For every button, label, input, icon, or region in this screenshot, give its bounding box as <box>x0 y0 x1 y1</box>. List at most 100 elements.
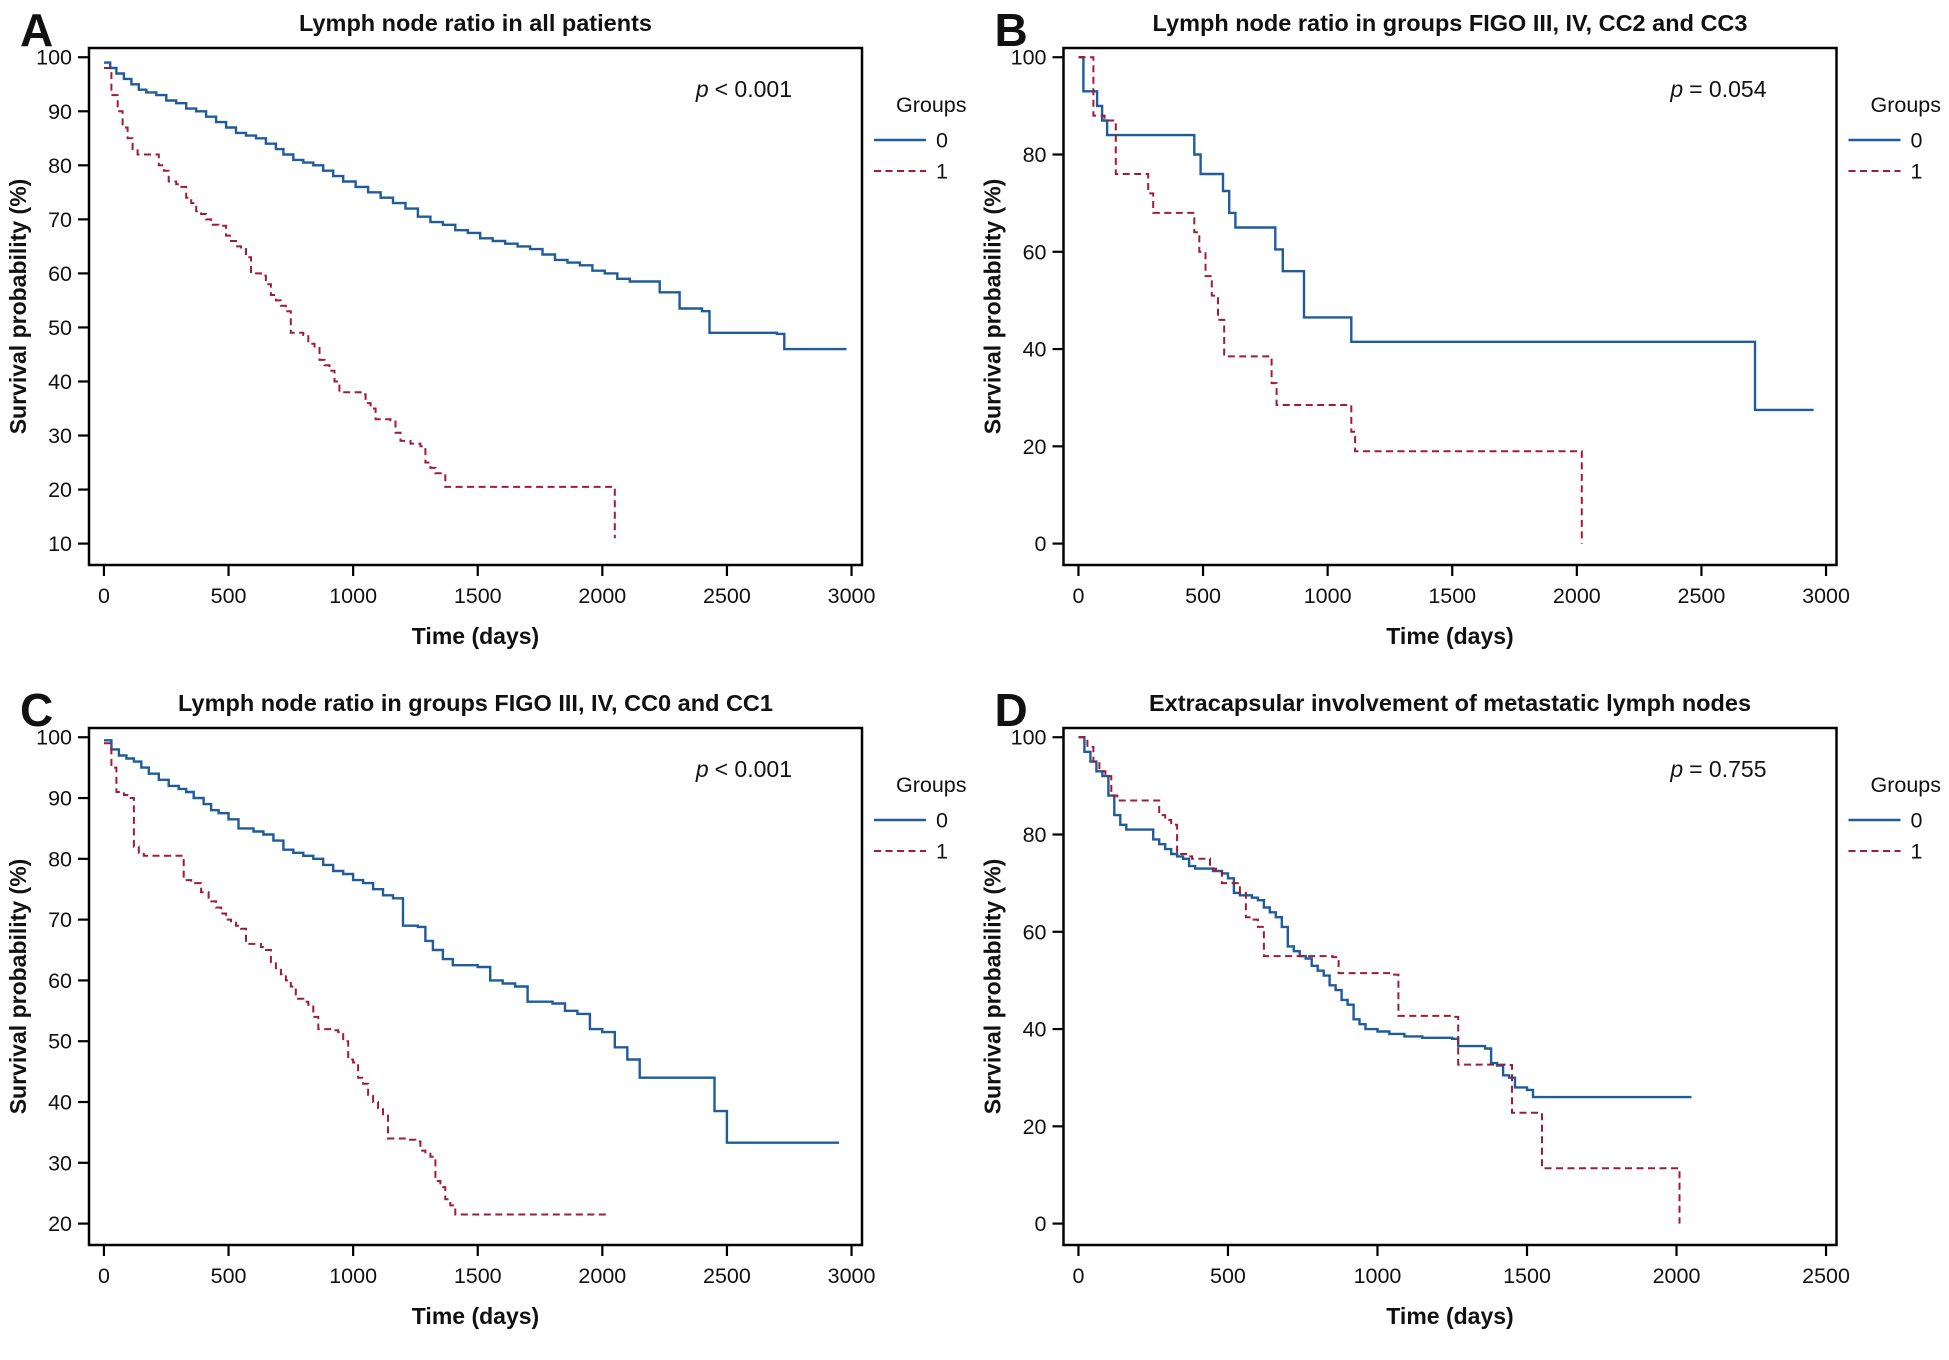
chart-title: Lymph node ratio in groups FIGO III, IV,… <box>178 690 773 716</box>
panel-c: C Lymph node ratio in groups FIGO III, IV… <box>0 680 974 1360</box>
p-value-text: = 0.755 <box>1689 756 1766 782</box>
series-group1-curve <box>104 67 616 539</box>
panel-letter: B <box>995 4 1028 56</box>
y-tick-label: 80 <box>48 847 72 871</box>
y-tick-label: 40 <box>1023 1018 1047 1042</box>
x-tick-label: 2500 <box>703 584 751 608</box>
y-tick-label: 60 <box>48 969 72 993</box>
x-tick-label: 3000 <box>1802 584 1850 608</box>
panel-letter: A <box>20 4 53 56</box>
panel-b-chart: B Lymph node ratio in groups FIGO III, IV… <box>980 4 1942 649</box>
p-value-var: p <box>1669 756 1683 782</box>
x-tick-label: 500 <box>211 584 247 608</box>
y-tick-label: 100 <box>1011 46 1047 70</box>
p-value-annotation: p < 0.001 <box>695 756 792 782</box>
x-axis-label: Time (days) <box>1386 1303 1513 1329</box>
chart-title: Lymph node ratio in groups FIGO III, IV,… <box>1153 10 1748 36</box>
panel-d: D Extracapsular involvement of metastatic… <box>974 680 1949 1360</box>
plot-frame <box>87 46 864 567</box>
p-value-var: p <box>695 756 709 782</box>
x-tick-label: 2000 <box>578 1264 626 1288</box>
y-tick-label: 30 <box>48 1151 72 1175</box>
x-tick-label: 2000 <box>1553 584 1601 608</box>
p-value-annotation: p = 0.054 <box>1669 76 1766 102</box>
plot-frame <box>1062 726 1838 1247</box>
x-tick-label: 3000 <box>828 584 876 608</box>
x-tick-label: 2000 <box>578 584 626 608</box>
x-axis-label: Time (days) <box>412 623 539 649</box>
x-tick-label: 2500 <box>1802 1264 1850 1288</box>
series-group0-curve <box>1078 56 1814 412</box>
p-value-var: p <box>695 76 709 102</box>
y-axis-label: Survival probability (%) <box>5 179 31 435</box>
p-value-annotation: p = 0.755 <box>1669 756 1766 782</box>
legend-title: Groups <box>1871 93 1942 117</box>
y-tick-label: 100 <box>1011 726 1047 750</box>
plot-frame <box>1062 46 1838 567</box>
y-tick-label: 70 <box>48 208 72 232</box>
x-axis-label: Time (days) <box>1386 623 1513 649</box>
y-tick-label: 90 <box>48 787 72 811</box>
legend-entry-label: 0 <box>936 129 948 153</box>
x-tick-label: 0 <box>98 1264 110 1288</box>
legend-entry-label: 1 <box>1911 160 1923 184</box>
series-group1-curve <box>104 742 608 1216</box>
p-value-annotation: p < 0.001 <box>695 76 792 102</box>
legend-entry-label: 0 <box>1911 809 1923 833</box>
p-value-text: < 0.001 <box>715 756 792 782</box>
chart-title: Lymph node ratio in all patients <box>299 10 652 36</box>
x-tick-label: 1500 <box>454 1264 502 1288</box>
y-tick-label: 0 <box>1035 1212 1047 1236</box>
series-group0-curve <box>104 61 847 351</box>
x-tick-label: 500 <box>1210 1264 1246 1288</box>
legend-entry-label: 0 <box>936 809 948 833</box>
y-axis-label: Survival probability (%) <box>980 179 1006 435</box>
y-tick-label: 80 <box>1023 823 1047 847</box>
y-tick-label: 90 <box>48 100 72 124</box>
y-tick-label: 80 <box>48 154 72 178</box>
y-tick-label: 40 <box>48 1091 72 1115</box>
p-value-text: = 0.054 <box>1689 76 1767 102</box>
x-tick-label: 1000 <box>1304 584 1352 608</box>
x-tick-label: 1500 <box>454 584 502 608</box>
y-tick-label: 70 <box>48 908 72 932</box>
x-tick-label: 1500 <box>1503 1264 1551 1288</box>
y-tick-label: 10 <box>48 532 72 556</box>
y-tick-label: 20 <box>48 1212 72 1236</box>
plot-frame <box>87 726 864 1247</box>
panel-b: B Lymph node ratio in groups FIGO III, IV… <box>974 0 1949 680</box>
y-tick-label: 50 <box>48 1030 72 1054</box>
x-tick-label: 1500 <box>1428 584 1476 608</box>
panel-a-chart: A Lymph node ratio in all patients1020304… <box>5 4 967 649</box>
x-tick-label: 2500 <box>1678 584 1726 608</box>
legend-entry-label: 1 <box>1911 840 1923 864</box>
legend-entry-label: 0 <box>1911 129 1923 153</box>
chart-title: Extracapsular involvement of metastatic … <box>1149 690 1751 716</box>
series-group0-curve <box>1078 736 1692 1099</box>
y-tick-label: 60 <box>1023 240 1047 264</box>
x-tick-label: 1000 <box>329 1264 377 1288</box>
p-value-text: < 0.001 <box>715 76 792 102</box>
legend-title: Groups <box>1871 773 1942 797</box>
x-tick-label: 2000 <box>1653 1264 1701 1288</box>
legend-title: Groups <box>896 773 967 797</box>
x-tick-label: 500 <box>1185 584 1221 608</box>
y-tick-label: 30 <box>48 424 72 448</box>
y-tick-label: 100 <box>36 726 72 750</box>
y-tick-label: 60 <box>48 262 72 286</box>
x-tick-label: 1000 <box>329 584 377 608</box>
legend-title: Groups <box>896 93 967 117</box>
series-group1-curve <box>1078 56 1583 544</box>
y-tick-label: 40 <box>1023 338 1047 362</box>
legend-entry-label: 1 <box>936 840 948 864</box>
y-tick-label: 100 <box>36 46 72 70</box>
panel-c-chart: C Lymph node ratio in groups FIGO III, IV… <box>5 684 967 1329</box>
panel-d-chart: D Extracapsular involvement of metastatic… <box>980 684 1942 1329</box>
y-axis-label: Survival probability (%) <box>980 859 1006 1115</box>
y-tick-label: 50 <box>48 316 72 340</box>
p-value-var: p <box>1669 76 1683 102</box>
y-axis-label: Survival probability (%) <box>5 859 31 1115</box>
x-tick-label: 3000 <box>828 1264 876 1288</box>
y-tick-label: 0 <box>1035 532 1047 556</box>
